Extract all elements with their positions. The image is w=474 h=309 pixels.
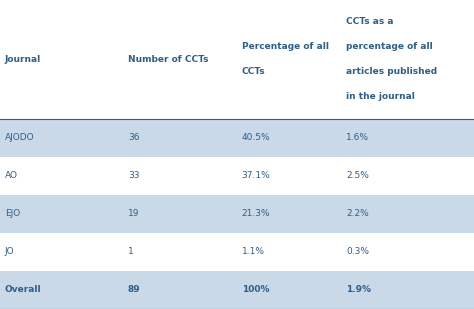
Text: 36: 36 [128,133,139,142]
Bar [0,195,474,233]
Text: EJO: EJO [5,210,20,218]
Text: AJODO: AJODO [5,133,34,142]
Text: 0.3%: 0.3% [346,248,369,256]
Text: Journal: Journal [5,55,41,64]
Text: 19: 19 [128,210,139,218]
Text: 1.9%: 1.9% [346,286,371,294]
Text: 1.1%: 1.1% [242,248,265,256]
Bar [0,119,474,157]
Text: 33: 33 [128,171,139,180]
Text: AO: AO [5,171,18,180]
Text: 89: 89 [128,286,141,294]
Text: 2.5%: 2.5% [346,171,369,180]
Text: 1: 1 [128,248,134,256]
Text: 2.2%: 2.2% [346,210,369,218]
Text: 21.3%: 21.3% [242,210,270,218]
Bar [0,233,474,271]
Text: Overall: Overall [5,286,41,294]
Text: JO: JO [5,248,14,256]
Text: Number of CCTs: Number of CCTs [128,55,209,64]
Bar [0,157,474,195]
Text: 100%: 100% [242,286,269,294]
Text: 40.5%: 40.5% [242,133,270,142]
Text: 1.6%: 1.6% [346,133,369,142]
Text: Percentage of all

CCTs: Percentage of all CCTs [242,42,329,77]
Text: CCTs as a

percentage of all

articles published

in the journal: CCTs as a percentage of all articles pub… [346,18,437,101]
Bar [0,271,474,309]
Text: 37.1%: 37.1% [242,171,271,180]
Bar [0,0,474,119]
